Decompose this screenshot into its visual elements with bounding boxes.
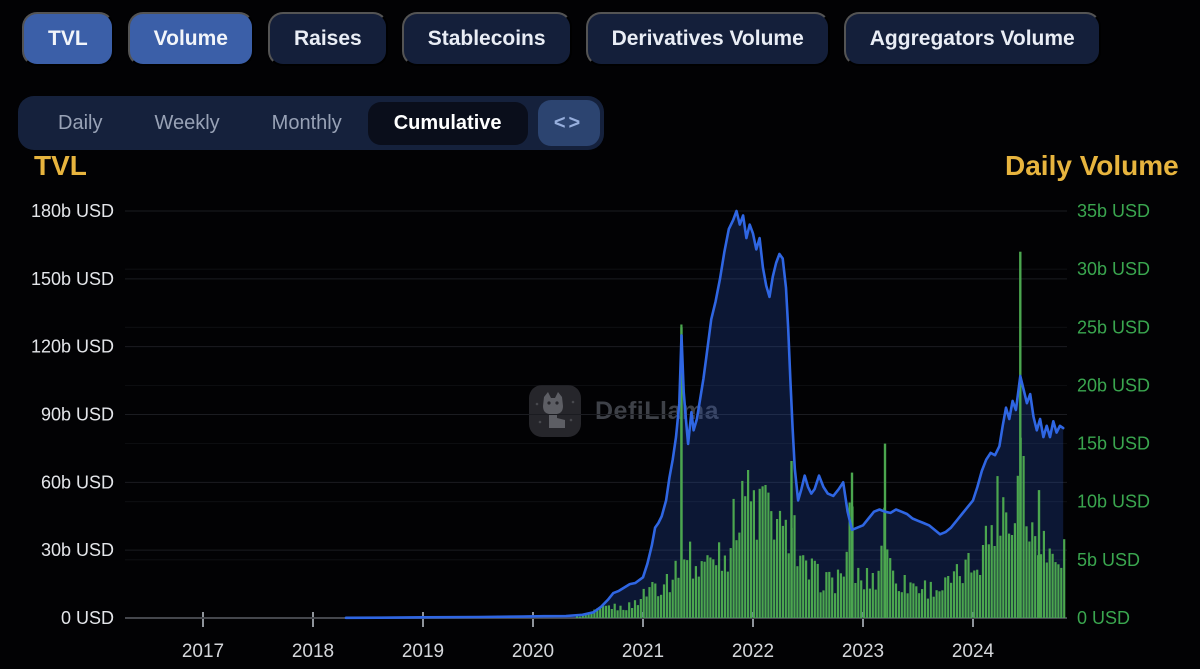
right-axis-tick-label: 35b USD	[1077, 201, 1150, 221]
left-axis-title: TVL	[34, 150, 87, 181]
period-daily[interactable]: Daily	[58, 111, 103, 134]
left-axis-tick-label: 30b USD	[41, 540, 114, 560]
left-axis-tick-label: 120b USD	[31, 337, 114, 357]
tab-stablecoins[interactable]: Stablecoins	[401, 12, 572, 66]
metric-tabs: TVL Volume Raises Stablecoins Derivative…	[22, 12, 1101, 66]
period-weekly[interactable]: Weekly	[154, 111, 220, 134]
right-axis-tick-label: 5b USD	[1077, 550, 1140, 570]
tab-aggregators-volume[interactable]: Aggregators Volume	[843, 12, 1101, 66]
watermark: DefiLlama	[528, 384, 719, 438]
tab-volume[interactable]: Volume	[127, 12, 254, 66]
tab-raises[interactable]: Raises	[267, 12, 388, 66]
code-icon[interactable]: <>	[537, 100, 600, 146]
tab-derivatives-volume[interactable]: Derivatives Volume	[585, 12, 830, 66]
period-monthly[interactable]: Monthly	[271, 111, 342, 134]
tvl-line-series	[344, 209, 1065, 620]
left-axis-tick-label: 180b USD	[31, 201, 114, 221]
x-axis-tick-label: 2020	[512, 641, 554, 662]
right-axis-title: Daily Volume	[1005, 150, 1179, 181]
x-axis-tick-label: 2021	[622, 641, 664, 662]
left-axis-tick-label: 90b USD	[41, 405, 114, 425]
x-axis-tick-label: 2022	[732, 641, 774, 662]
period-selector: Daily Weekly Monthly Cumulative <>	[18, 96, 604, 150]
defillama-logo-icon	[529, 385, 581, 437]
volume-bar-series	[575, 324, 1066, 618]
right-axis-tick-label: 15b USD	[1077, 434, 1150, 454]
right-axis-tick-label: 25b USD	[1077, 317, 1150, 337]
x-axis-tick-label: 2019	[402, 641, 444, 662]
x-axis-tick-label: 2017	[182, 641, 224, 662]
axis-labels: 180b USD 150b USD 120b USD 90b USD 60b USD 30…	[31, 201, 1150, 662]
period-cumulative[interactable]: Cumulative	[367, 101, 528, 145]
gridlines	[125, 210, 1067, 561]
right-axis-tick-label: 10b USD	[1077, 492, 1150, 512]
right-axis-tick-label: 0 USD	[1077, 608, 1130, 628]
right-axis-tick-label: 30b USD	[1077, 259, 1150, 279]
x-axis-tick-label: 2023	[842, 641, 884, 662]
right-axis-tick-label: 20b USD	[1077, 375, 1150, 395]
left-axis-tick-label: 150b USD	[31, 269, 114, 289]
left-axis-tick-label: 0 USD	[61, 608, 114, 628]
left-axis-tick-label: 60b USD	[41, 472, 114, 492]
volume-spikes	[680, 251, 1041, 618]
tab-tvl[interactable]: TVL	[22, 12, 114, 66]
x-axis-tick-label: 2024	[952, 641, 995, 662]
x-axis-tick-label: 2018	[292, 641, 334, 662]
